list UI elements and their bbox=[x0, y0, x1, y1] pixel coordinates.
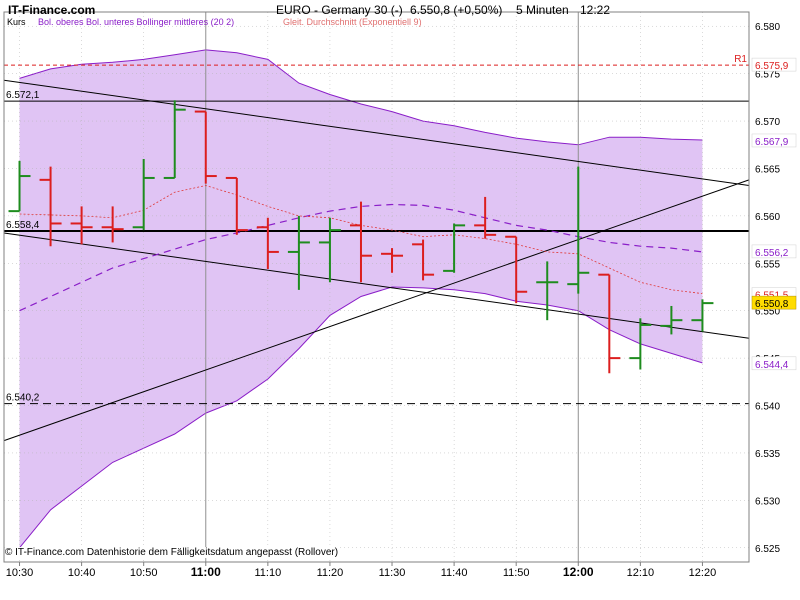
x-tick-label: 12:20 bbox=[689, 567, 717, 579]
x-tick-label: 10:40 bbox=[68, 567, 96, 579]
x-tick-label: 12:10 bbox=[627, 567, 655, 579]
y-tick-label: 6.565 bbox=[755, 164, 780, 175]
interval-label: 5 Minuten bbox=[516, 3, 569, 17]
trend-line bbox=[3, 232, 750, 339]
price-tag-box bbox=[751, 244, 797, 259]
level-label: 6.572,1 bbox=[6, 90, 40, 101]
plot-frame bbox=[3, 11, 750, 563]
y-tick-label: 6.540 bbox=[755, 402, 780, 413]
grid-lines bbox=[4, 12, 749, 562]
ohlc-bar bbox=[39, 166, 62, 247]
ohlc-bar bbox=[412, 239, 435, 281]
level-label: 6.558,4 bbox=[6, 220, 40, 231]
price-tag-box bbox=[751, 356, 797, 371]
legend-ema: Gleit. Durchschnitt (Exponentiell 9) bbox=[283, 17, 422, 27]
ohlc-bars bbox=[8, 100, 714, 374]
price-tag-label: 6.550,8 bbox=[755, 299, 789, 310]
y-tick-label: 6.535 bbox=[755, 449, 780, 460]
ohlc-bar bbox=[287, 215, 310, 290]
price-tag-box bbox=[751, 295, 797, 310]
legend-bollinger: Bol. oberes Bol. unteres Bollinger mittl… bbox=[38, 17, 235, 27]
x-tick-label: 11:30 bbox=[379, 567, 406, 579]
ohlc-bar bbox=[256, 217, 279, 269]
x-axis: 10:30 10:40 10:50 11:00 11:10 11:20 11:30 11:40… bbox=[6, 562, 716, 579]
x-tick-label: 11:40 bbox=[441, 567, 468, 579]
ohlc-bar bbox=[225, 176, 248, 235]
x-tick-label: 10:30 bbox=[6, 567, 34, 579]
price-tag-label: 6.556,2 bbox=[755, 248, 789, 259]
ohlc-bar bbox=[194, 110, 217, 184]
bollinger-mid-line bbox=[19, 203, 703, 312]
trend-line bbox=[3, 179, 750, 442]
ohlc-bar bbox=[567, 166, 590, 294]
quote-value: 6.550,8 (+0,50%) bbox=[410, 3, 503, 17]
instrument-title: EURO - Germany 30 (-) bbox=[276, 3, 403, 17]
y-tick-label: 6.580 bbox=[755, 22, 780, 33]
ohlc-bar bbox=[691, 299, 714, 332]
ohlc-bar bbox=[163, 100, 186, 179]
y-tick-label: 6.575 bbox=[755, 70, 780, 81]
trend-line bbox=[3, 79, 750, 187]
price-tag-box bbox=[751, 57, 797, 72]
x-tick-label: 11:10 bbox=[254, 567, 281, 579]
bollinger-band bbox=[19, 49, 703, 549]
price-tag-label: 6.567,9 bbox=[755, 137, 789, 148]
time-label: 12:22 bbox=[580, 3, 611, 17]
y-tick-label: 6.530 bbox=[755, 496, 780, 507]
x-tick-label: 12:00 bbox=[563, 565, 594, 579]
horizontal-levels: R1 6.572,1 6.558,4 6.540,2 bbox=[4, 54, 749, 405]
brand-label: IT-Finance.com bbox=[8, 3, 96, 17]
y-tick-label: 6.525 bbox=[755, 544, 780, 555]
level-label: R1 bbox=[734, 54, 747, 65]
ohlc-bar bbox=[8, 160, 31, 213]
ohlc-bar bbox=[101, 206, 124, 243]
x-tick-label: 11:00 bbox=[191, 565, 221, 579]
y-tick-label: 6.550 bbox=[755, 307, 780, 318]
copyright-note: © IT-Finance.com Datenhistorie dem Fälli… bbox=[5, 547, 339, 558]
y-tick-label: 6.555 bbox=[755, 259, 780, 270]
ohlc-bar bbox=[598, 273, 621, 374]
bollinger-upper-line bbox=[19, 49, 703, 146]
ohlc-bar bbox=[443, 223, 466, 273]
ohlc-bar bbox=[629, 318, 652, 370]
y-tick-label: 6.560 bbox=[755, 212, 780, 223]
ohlc-bar bbox=[660, 305, 683, 335]
ohlc-bar bbox=[536, 261, 559, 321]
x-tick-label: 11:50 bbox=[503, 567, 530, 579]
legend-kurs: Kurs bbox=[7, 17, 26, 27]
ohlc-bar bbox=[381, 248, 404, 273]
trend-lines bbox=[3, 79, 750, 442]
ohlc-bar bbox=[70, 206, 93, 245]
ohlc-bar bbox=[474, 196, 497, 239]
bollinger-lower-line bbox=[19, 286, 703, 549]
price-tags: 6.575,96.567,96.556,26.551,56.550,86.544… bbox=[751, 57, 797, 371]
ohlc-bar bbox=[349, 201, 372, 283]
ohlc-bar bbox=[318, 217, 341, 283]
ohlc-bar bbox=[505, 235, 528, 304]
price-tag-label: 6.575,9 bbox=[755, 61, 789, 72]
price-tag-label: 6.544,4 bbox=[755, 360, 789, 371]
price-tag-box bbox=[751, 133, 797, 148]
x-tick-label: 10:50 bbox=[130, 567, 158, 579]
y-tick-label: 6.570 bbox=[755, 117, 780, 128]
level-label: 6.540,2 bbox=[6, 393, 40, 404]
ohlc-bar bbox=[132, 158, 155, 231]
y-axis: 6.5256.5306.5356.5406.5456.5506.5556.560… bbox=[755, 22, 780, 555]
x-tick-label: 11:20 bbox=[317, 567, 344, 579]
